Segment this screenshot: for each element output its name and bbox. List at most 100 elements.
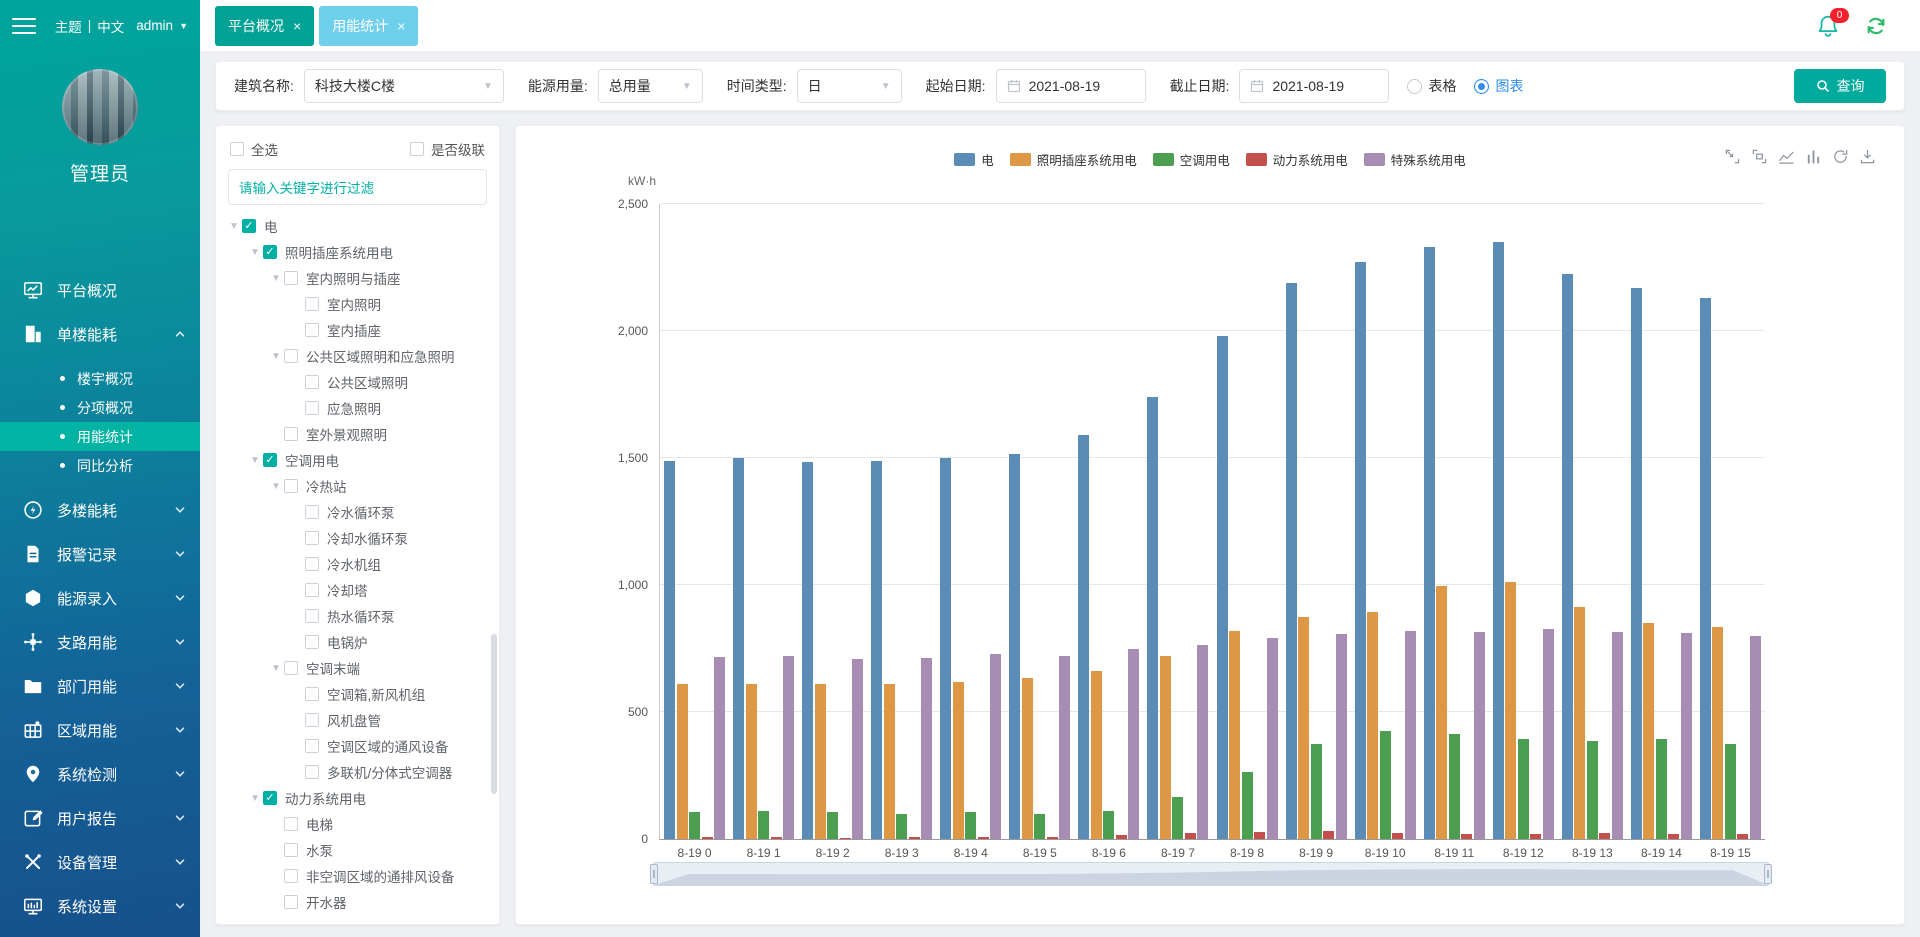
bar-特殊系统用电[interactable]: [990, 654, 1002, 839]
datazoom-slider[interactable]: [650, 862, 1772, 886]
sidebar-subitem[interactable]: 同比分析: [0, 451, 200, 480]
bar-特殊系统用电[interactable]: [1749, 635, 1761, 839]
bar-电[interactable]: [871, 460, 883, 839]
tab-platform-overview[interactable]: 平台概况 ×: [215, 5, 315, 46]
sidebar-item[interactable]: 用户报告: [0, 796, 200, 840]
bar-空调用电[interactable]: [1241, 771, 1253, 839]
tree-node[interactable]: 公共区域照明: [216, 369, 499, 395]
checkbox-icon[interactable]: [305, 583, 319, 597]
checkbox-icon[interactable]: [284, 479, 298, 493]
checkbox-icon[interactable]: [284, 661, 298, 675]
bar-特殊系统用电[interactable]: [1611, 632, 1623, 839]
expand-arrow-icon[interactable]: ▼: [250, 454, 260, 466]
sidebar-subitem[interactable]: 楼宇概况: [0, 364, 200, 393]
tree-node[interactable]: 热水循环泵: [216, 603, 499, 629]
tree-node[interactable]: 电锅炉: [216, 629, 499, 655]
bar-电[interactable]: [1492, 242, 1504, 839]
sidebar-item[interactable]: 能源录入: [0, 576, 200, 620]
checkbox-icon[interactable]: [305, 765, 319, 779]
expand-arrow-icon[interactable]: ▼: [250, 246, 260, 258]
cascade-checkbox[interactable]: 是否级联: [410, 139, 485, 159]
tree-node[interactable]: 冷却塔: [216, 577, 499, 603]
bar-空调用电[interactable]: [1103, 810, 1115, 839]
bar-空调用电[interactable]: [1724, 743, 1736, 839]
checkbox-icon[interactable]: [305, 739, 319, 753]
expand-arrow-icon[interactable]: ▼: [271, 272, 281, 284]
checkbox-icon[interactable]: ✓: [263, 245, 277, 259]
bar-照明插座系统用电[interactable]: [676, 683, 688, 839]
bar-特殊系统用电[interactable]: [1680, 633, 1692, 839]
legend-item[interactable]: 动力系统用电: [1245, 150, 1348, 169]
bar-动力系统用电[interactable]: [1461, 833, 1473, 839]
expand-arrow-icon[interactable]: ▼: [229, 220, 239, 232]
tree-node[interactable]: 开水器: [216, 889, 499, 915]
tree-scrollbar[interactable]: [491, 634, 497, 794]
bar-照明插座系统用电[interactable]: [1367, 611, 1379, 839]
bar-电[interactable]: [1009, 454, 1021, 839]
bar-照明插座系统用电[interactable]: [1159, 656, 1171, 839]
bar-动力系统用电[interactable]: [1530, 833, 1542, 839]
bar-特殊系统用电[interactable]: [1335, 633, 1347, 839]
expand-arrow-icon[interactable]: ▼: [271, 480, 281, 492]
sidebar-item[interactable]: 平台概况: [0, 268, 200, 312]
notification-bell-icon[interactable]: 0: [1815, 7, 1849, 39]
sidebar-item[interactable]: 部门用能: [0, 664, 200, 708]
tree-node[interactable]: ▼ ✓ 动力系统用电: [216, 785, 499, 811]
energy-select[interactable]: 总用量 ▼: [597, 69, 703, 103]
tree-node[interactable]: 空调箱,新风机组: [216, 681, 499, 707]
tree-node[interactable]: 非空调区域的通排风设备: [216, 863, 499, 889]
bar-电[interactable]: [1354, 262, 1366, 839]
legend-item[interactable]: 照明插座系统用电: [1009, 150, 1137, 169]
bar-动力系统用电[interactable]: [1392, 832, 1404, 839]
bar-空调用电[interactable]: [827, 811, 839, 839]
sidebar-item[interactable]: 报警记录: [0, 532, 200, 576]
legend-item[interactable]: 特殊系统用电: [1363, 150, 1466, 169]
avatar[interactable]: [62, 69, 138, 145]
bar-特殊系统用电[interactable]: [783, 656, 795, 839]
bar-照明插座系统用电[interactable]: [1505, 582, 1517, 839]
tree-node[interactable]: 室外景观照明: [216, 421, 499, 447]
select-all-checkbox[interactable]: 全选: [230, 139, 278, 159]
bar-空调用电[interactable]: [965, 812, 977, 839]
expand-arrow-icon[interactable]: ▼: [271, 350, 281, 362]
sidebar-item[interactable]: 系统设置: [0, 884, 200, 928]
building-select[interactable]: 科技大楼C楼 ▼: [303, 69, 504, 103]
tree-node[interactable]: 室内照明: [216, 291, 499, 317]
bar-空调用电[interactable]: [1310, 743, 1322, 839]
close-icon[interactable]: ×: [397, 17, 406, 34]
bar-特殊系统用电[interactable]: [1059, 656, 1071, 839]
line-chart-icon[interactable]: [1778, 148, 1795, 165]
bar-电[interactable]: [1561, 273, 1573, 839]
sidebar-item[interactable]: 支路用能: [0, 620, 200, 664]
tree-node[interactable]: 电梯: [216, 811, 499, 837]
bar-照明插座系统用电[interactable]: [952, 682, 964, 839]
datazoom-left-handle[interactable]: [650, 864, 658, 884]
area-zoom-icon[interactable]: [1724, 148, 1741, 165]
hamburger-menu-icon[interactable]: [12, 13, 36, 39]
refresh-sync-icon[interactable]: [1863, 13, 1889, 39]
bar-照明插座系统用电[interactable]: [814, 684, 826, 839]
sidebar-subitem[interactable]: 分项概况: [0, 393, 200, 422]
tree-node[interactable]: ▼ 冷热站: [216, 473, 499, 499]
language-link[interactable]: 中文: [97, 19, 125, 35]
bar-电[interactable]: [1078, 435, 1090, 839]
bar-特殊系统用电[interactable]: [1404, 630, 1416, 839]
checkbox-icon[interactable]: [305, 323, 319, 337]
sidebar-subitem[interactable]: 用能统计: [0, 422, 200, 451]
bar-照明插座系统用电[interactable]: [1021, 677, 1033, 839]
restore-icon[interactable]: [1832, 148, 1849, 165]
checkbox-icon[interactable]: [305, 557, 319, 571]
tab-energy-statistics[interactable]: 用能统计 ×: [319, 5, 419, 46]
bar-特殊系统用电[interactable]: [921, 658, 933, 839]
tree-node[interactable]: ▼ 室内照明与插座: [216, 265, 499, 291]
bar-动力系统用电[interactable]: [1254, 832, 1266, 839]
tree-node[interactable]: 室内插座: [216, 317, 499, 343]
bar-照明插座系统用电[interactable]: [1712, 626, 1724, 839]
bar-特殊系统用电[interactable]: [1266, 638, 1278, 839]
bar-电[interactable]: [1285, 282, 1297, 839]
bar-特殊系统用电[interactable]: [1473, 632, 1485, 839]
sidebar-item[interactable]: 单楼能耗: [0, 312, 200, 356]
checkbox-icon[interactable]: [305, 635, 319, 649]
legend-item[interactable]: 电: [954, 150, 994, 169]
close-icon[interactable]: ×: [293, 17, 302, 34]
